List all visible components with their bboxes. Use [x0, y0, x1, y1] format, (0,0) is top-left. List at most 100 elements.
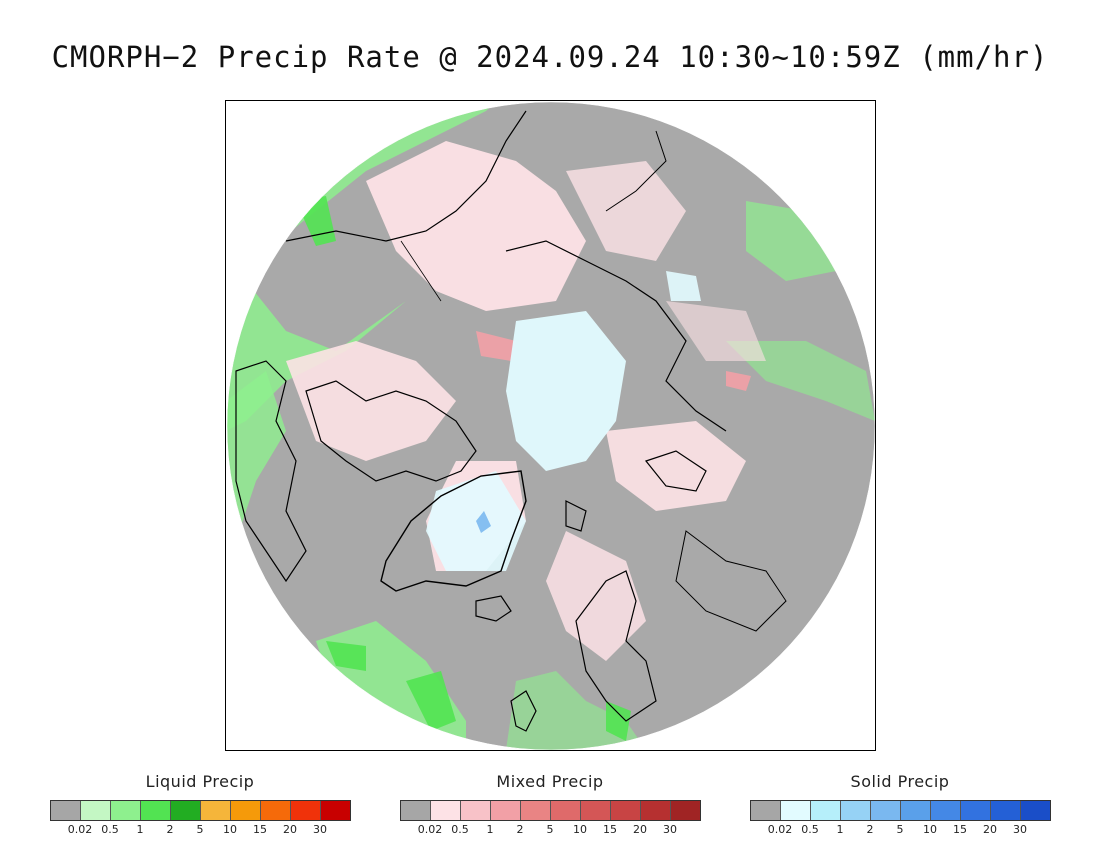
legend-tick-label: 15: [603, 823, 617, 836]
legend-ticks: 0.02 0.5 1 2 5 10 15 20 30: [750, 823, 1052, 837]
legend-tick-label: 0.5: [801, 823, 819, 836]
alaska-canada-border: [400, 240, 442, 302]
legend-tick-label: 2: [516, 823, 524, 836]
liquid-precip-area: [227, 371, 286, 541]
svalbard-coastline: [565, 500, 587, 532]
legend-swatch: [321, 801, 350, 820]
mixed-precip-area: [566, 161, 686, 261]
legend-tick-label: 5: [196, 823, 204, 836]
solid-precip-area: [506, 311, 626, 471]
legend-swatch: [991, 801, 1021, 820]
canadian-archipelago-coastline: [305, 380, 477, 482]
legend-swatches: [400, 800, 701, 821]
europe-coastline: [675, 530, 787, 632]
scandinavia-coastline: [575, 570, 657, 722]
legend-tick-label: 0.02: [767, 823, 793, 836]
mixed-precip-area: [546, 531, 646, 661]
iceland-coastline: [475, 595, 512, 622]
legend-tick-label: 5: [546, 823, 554, 836]
legend-swatch: [431, 801, 461, 820]
legend-tick-label: 1: [486, 823, 494, 836]
legend-swatch: [171, 801, 201, 820]
chart-title: CMORPH−2 Precip Rate @ 2024.09.24 10:30~…: [51, 40, 1049, 74]
legend-swatch: [551, 801, 581, 820]
legend-title: Solid Precip: [850, 772, 950, 791]
legend-swatch: [491, 801, 521, 820]
legend-swatch: [461, 801, 491, 820]
legend-swatch: [201, 801, 231, 820]
legend-tick-label: 30: [663, 823, 677, 836]
legend-ticks: 0.02 0.5 1 2 5 10 15 20 30: [50, 823, 352, 837]
legend-swatch: [781, 801, 811, 820]
solid-precip-area: [666, 271, 701, 301]
legend-tick-label: 1: [836, 823, 844, 836]
map-frame: [225, 100, 876, 751]
legend-swatch: [111, 801, 141, 820]
legend-swatch: [141, 801, 171, 820]
legend-swatches: [750, 800, 1051, 821]
legend-mixed: Mixed Precip 0.02 0.5 1 2 5 10 15 20 30: [400, 770, 702, 840]
legend-swatch: [401, 801, 431, 820]
legend-tick-label: 20: [283, 823, 297, 836]
legend-swatch: [261, 801, 291, 820]
north-america-coastline: [235, 360, 307, 583]
legend-tick-label: 10: [223, 823, 237, 836]
legend-swatch: [961, 801, 991, 820]
legend-liquid: Liquid Precip 0.02 0.5 1 2 5 10 15 20 30: [50, 770, 352, 840]
legend-title: Liquid Precip: [145, 772, 255, 791]
legend-swatch: [521, 801, 551, 820]
legend-tick-label: 2: [866, 823, 874, 836]
mixed-precip-area: [476, 331, 516, 361]
legend-tick-label: 30: [1013, 823, 1027, 836]
legend-swatch: [901, 801, 931, 820]
legend-solid: Solid Precip 0.02 0.5 1 2 5 10 15 20 30: [750, 770, 1052, 840]
legend-swatch: [291, 801, 321, 820]
mixed-precip-area: [726, 371, 751, 391]
legend-tick-label: 10: [573, 823, 587, 836]
legend-title: Mixed Precip: [496, 772, 604, 791]
siberia-interior-coast: [605, 130, 667, 212]
legend-swatch: [931, 801, 961, 820]
legend-swatches: [50, 800, 351, 821]
legend-swatch: [51, 801, 81, 820]
map-disc-edge: [226, 101, 875, 750]
legend-tick-label: 20: [983, 823, 997, 836]
precip-regions: [227, 102, 875, 750]
legend-tick-label: 0.5: [451, 823, 469, 836]
legend-ticks: 0.02 0.5 1 2 5 10 15 20 30: [400, 823, 702, 837]
novaya-zemlya-coastline: [644, 450, 707, 492]
mixed-precip-area: [606, 421, 746, 511]
legend-tick-label: 2: [166, 823, 174, 836]
legend-swatch: [671, 801, 700, 820]
mixed-precip-area: [666, 301, 766, 361]
legend-tick-label: 0.5: [101, 823, 119, 836]
legend-tick-label: 20: [633, 823, 647, 836]
liquid-precip-area: [406, 671, 456, 731]
legend-tick-label: 5: [896, 823, 904, 836]
legend-swatch: [641, 801, 671, 820]
legend-swatch: [611, 801, 641, 820]
liquid-precip-area: [326, 641, 366, 671]
liquid-precip-area: [746, 201, 836, 281]
legend-tick-label: 0.02: [67, 823, 93, 836]
british-isles-coastline: [510, 690, 537, 732]
greenland-coastline: [380, 470, 527, 592]
legend-swatch: [81, 801, 111, 820]
legend-tick-label: 0.02: [417, 823, 443, 836]
legend-tick-label: 15: [953, 823, 967, 836]
legend-swatch: [1021, 801, 1050, 820]
legend-tick-label: 10: [923, 823, 937, 836]
mixed-precip-area: [286, 341, 456, 461]
legend-tick-label: 30: [313, 823, 327, 836]
mixed-precip-area: [366, 141, 586, 311]
liquid-precip-area: [227, 102, 496, 431]
liquid-precip-area: [606, 701, 631, 741]
legend-swatch: [841, 801, 871, 820]
legend-tick-label: 1: [136, 823, 144, 836]
siberia-coastline: [505, 240, 727, 432]
legend-swatch: [751, 801, 781, 820]
legend-swatch: [871, 801, 901, 820]
polar-map: [226, 101, 875, 750]
legend-swatch: [811, 801, 841, 820]
legend-swatch: [231, 801, 261, 820]
